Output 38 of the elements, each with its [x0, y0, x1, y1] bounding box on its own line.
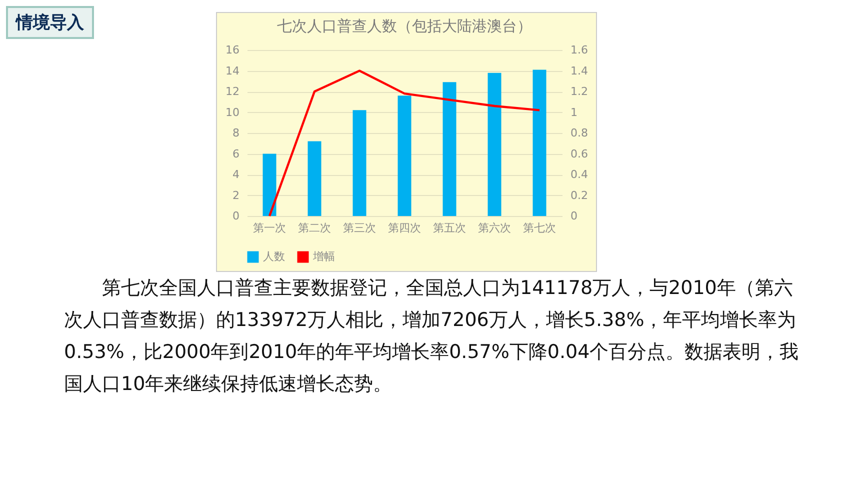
x-tick-label: 第一次	[253, 222, 286, 234]
x-tick-label: 第六次	[478, 222, 511, 234]
y2-tick-label: 0.2	[570, 188, 588, 202]
y2-tick-label: 1.6	[570, 44, 588, 56]
y-tick-label: 6	[232, 147, 240, 160]
bar	[442, 82, 456, 216]
bar	[532, 70, 546, 216]
y-tick-label: 12	[226, 85, 240, 98]
y-tick-label: 10	[226, 106, 240, 119]
y2-tick-label: 0.8	[570, 126, 588, 140]
y-tick-label: 8	[232, 126, 240, 140]
y2-tick-label: 1.4	[570, 64, 588, 78]
x-tick-label: 第五次	[433, 222, 466, 234]
x-tick-label: 第三次	[343, 222, 376, 234]
y-tick-label: 0	[232, 210, 240, 222]
y2-tick-label: 0.6	[570, 147, 588, 160]
x-tick-label: 第四次	[388, 222, 421, 234]
bar	[308, 141, 322, 216]
bar	[488, 72, 502, 216]
x-tick-label: 第七次	[523, 222, 556, 234]
x-tick-label: 第二次	[298, 222, 331, 234]
y2-tick-label: 1	[570, 106, 578, 119]
line-series	[268, 70, 541, 218]
y2-tick-label: 0.4	[570, 168, 588, 181]
text: 情境导入	[6, 6, 94, 39]
y-tick-label: 2	[232, 188, 240, 202]
y-tick-label: 14	[226, 64, 240, 78]
y-tick-label: 16	[226, 44, 240, 56]
y2-tick-label: 0	[570, 210, 578, 222]
text: 第七次全国人口普查主要数据登记，全国总人口为141178万人，与2010年（第六次人口普查数据）的133972万人相比，增加7206万人，增长5.38%，年平均增长率为0.53%，比2000年到2010年的年平均增长率0.57%下降0.04个百分点。数据表明，我国人口10年来继续保持低速增长态势。	[64, 276, 800, 397]
legend-label: 增幅	[312, 250, 335, 263]
chart-title: 七次人口普查人数（包括大陆港澳台）	[277, 17, 532, 35]
y-tick-label: 4	[232, 168, 240, 181]
y2-tick-label: 1.2	[570, 85, 588, 98]
bar	[262, 154, 276, 216]
bar	[398, 96, 412, 216]
bar	[352, 110, 366, 216]
legend-label: 人数	[263, 250, 285, 263]
